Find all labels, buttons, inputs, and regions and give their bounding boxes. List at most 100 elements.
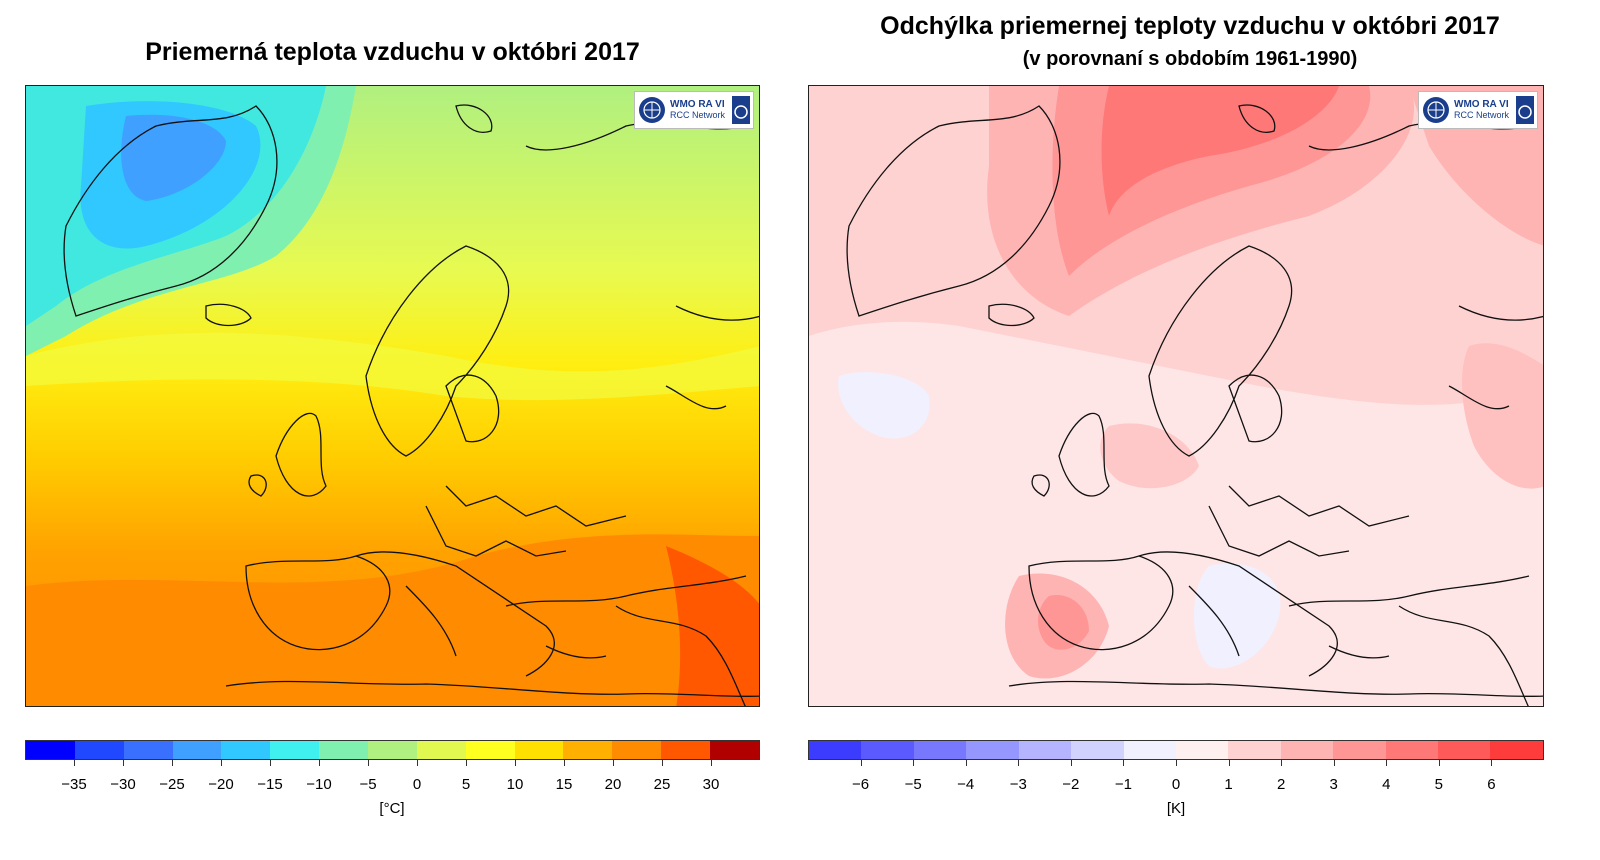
temperature-tick (564, 760, 565, 766)
anomaly-tick (1438, 760, 1440, 766)
temperature-tick (368, 760, 369, 766)
anomaly-colorbar (808, 740, 1544, 760)
temperature-tick-label: 15 (555, 776, 573, 793)
anomaly-tick (1018, 760, 1020, 766)
temperature-swatch (661, 741, 711, 759)
temperature-swatch (368, 741, 417, 759)
anomaly-tick-label: 6 (1487, 776, 1496, 793)
temperature-field (26, 86, 759, 706)
anomaly-tick (1228, 760, 1230, 766)
anomaly-tick-label: 5 (1434, 776, 1444, 793)
temperature-swatch (710, 741, 759, 759)
temperature-swatch (514, 741, 564, 759)
dwd-logo-icon (1516, 96, 1534, 124)
wmo-emblem-icon (1423, 97, 1449, 123)
anomaly-swatch (1438, 741, 1491, 759)
anomaly-tick (1386, 760, 1388, 766)
temperature-swatch (26, 741, 75, 759)
temperature-tick-label: 25 (653, 776, 671, 793)
temperature-swatch (74, 741, 124, 759)
anomaly-tick-label: −5 (904, 776, 922, 793)
anomaly-tick-label: 0 (1171, 776, 1181, 793)
temperature-tick (662, 760, 663, 766)
logo-line1: WMO RA VI (670, 99, 725, 110)
anomaly-swatch (1228, 741, 1281, 759)
temperature-tick-label: 30 (702, 776, 720, 793)
temperature-unit: [°C] (379, 800, 405, 817)
anomaly-tick-label: 2 (1276, 776, 1286, 793)
temperature-tick-label: −20 (208, 776, 234, 793)
logo-line2: RCC Network (670, 110, 726, 120)
temperature-tick-label: 0 (412, 776, 422, 793)
anomaly-tick-label: 3 (1329, 776, 1338, 793)
temperature-tick (319, 760, 320, 766)
anomaly-tick (860, 760, 862, 766)
anomaly-tick (1333, 760, 1335, 766)
temperature-swatch (221, 741, 271, 759)
temperature-tick (466, 760, 467, 766)
anomaly-tick-label: −6 (852, 776, 870, 793)
left-map-title: Priemerná teplota vzduchu v októbri 2017 (145, 38, 640, 66)
temperature-tick (74, 760, 75, 766)
anomaly-swatch (1385, 741, 1439, 759)
temperature-tick-label: −5 (359, 776, 377, 793)
wmo-emblem-icon (639, 97, 665, 123)
temperature-tick (172, 760, 173, 766)
anomaly-tick-label: −3 (1009, 776, 1027, 793)
temperature-tick (417, 760, 418, 766)
anomaly-swatch (861, 741, 914, 759)
anomaly-tick (1070, 760, 1072, 766)
anomaly-tick-label: 1 (1224, 776, 1233, 793)
anomaly-tick (1176, 760, 1177, 766)
anomaly-tick (965, 760, 967, 766)
anomaly-swatch (1123, 741, 1176, 759)
anomaly-swatch (1280, 741, 1334, 759)
anomaly-swatch (1490, 741, 1543, 759)
anomaly-tick (913, 760, 915, 766)
anomaly-swatch (1175, 741, 1229, 759)
anomaly-field (809, 86, 1543, 706)
anomaly-swatch (966, 741, 1019, 759)
temperature-swatch (319, 741, 369, 759)
temperature-swatch (123, 741, 173, 759)
temperature-map: WMO RA VI RCC Network (25, 85, 760, 707)
temperature-colorbar-ticks: −35 −30 −25 −20 −15 −10 −5 0 5 10 15 20 25 30 (25, 760, 760, 793)
temperature-tick-label: −35 (61, 776, 87, 793)
anomaly-tick-label: −4 (957, 776, 975, 793)
anomaly-swatch (1333, 741, 1386, 759)
anomaly-tick (1491, 760, 1493, 766)
temperature-tick (613, 760, 614, 766)
temperature-tick (711, 760, 712, 766)
anomaly-tick (1123, 760, 1125, 766)
temperature-tick-label: −10 (306, 776, 332, 793)
anomaly-swatch (913, 741, 967, 759)
dwd-logo-icon (732, 96, 750, 124)
logo-line1: WMO RA VI (1454, 99, 1509, 110)
temperature-tick-label: 20 (604, 776, 622, 793)
wmo-rcc-logo: WMO RA VI RCC Network (634, 91, 754, 129)
anomaly-tick (1281, 760, 1283, 766)
temperature-tick-label: 10 (506, 776, 524, 793)
wmo-rcc-logo: WMO RA VI RCC Network (1418, 91, 1538, 129)
temperature-colorbar (25, 740, 760, 760)
temperature-tick-label: 5 (461, 776, 471, 793)
anomaly-unit: [K] (1166, 800, 1186, 817)
temperature-tick (221, 760, 222, 766)
temperature-swatch (563, 741, 613, 759)
temperature-tick-label: −30 (110, 776, 136, 793)
temperature-swatch (270, 741, 320, 759)
temperature-tick-label: −25 (159, 776, 185, 793)
temperature-tick (123, 760, 124, 766)
temperature-swatch (612, 741, 662, 759)
temperature-tick (270, 760, 271, 766)
anomaly-swatch (809, 741, 862, 759)
anomaly-tick-label: −1 (1114, 776, 1132, 793)
right-map-subtitle: (v porovnaní s obdobím 1961-1990) (1022, 48, 1358, 70)
temperature-swatch (465, 741, 515, 759)
temperature-tick (515, 760, 516, 766)
anomaly-swatch (1071, 741, 1124, 759)
anomaly-tick-label: 4 (1382, 776, 1391, 793)
anomaly-colorbar-ticks: −6 −5 −4 −3 −2 −1 0 1 2 3 4 5 6 (808, 760, 1544, 793)
anomaly-tick-label: −2 (1062, 776, 1080, 793)
anomaly-swatch (1018, 741, 1072, 759)
